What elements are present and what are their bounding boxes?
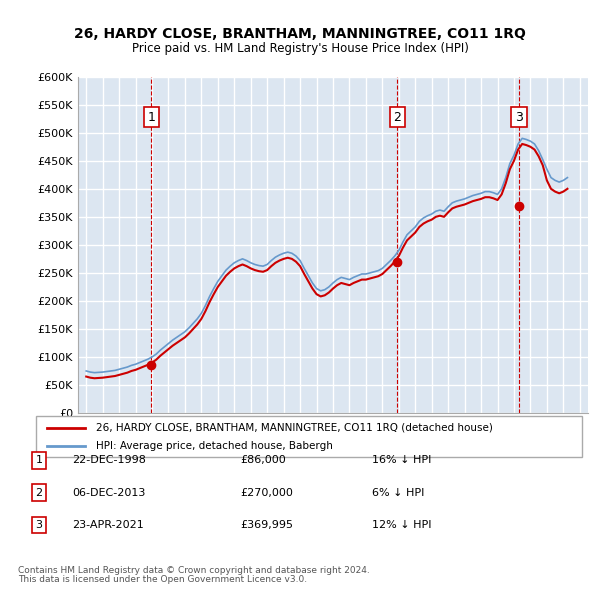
- Text: HPI: Average price, detached house, Babergh: HPI: Average price, detached house, Babe…: [96, 441, 333, 451]
- Text: 2: 2: [394, 110, 401, 123]
- Text: 26, HARDY CLOSE, BRANTHAM, MANNINGTREE, CO11 1RQ: 26, HARDY CLOSE, BRANTHAM, MANNINGTREE, …: [74, 27, 526, 41]
- Text: £270,000: £270,000: [240, 488, 293, 497]
- FancyBboxPatch shape: [36, 416, 582, 457]
- Text: 12% ↓ HPI: 12% ↓ HPI: [372, 520, 431, 530]
- Text: 2: 2: [35, 488, 43, 497]
- Text: 1: 1: [35, 455, 43, 465]
- Text: Contains HM Land Registry data © Crown copyright and database right 2024.: Contains HM Land Registry data © Crown c…: [18, 566, 370, 575]
- Text: 6% ↓ HPI: 6% ↓ HPI: [372, 488, 424, 497]
- Text: £86,000: £86,000: [240, 455, 286, 465]
- Text: £369,995: £369,995: [240, 520, 293, 530]
- Text: 26, HARDY CLOSE, BRANTHAM, MANNINGTREE, CO11 1RQ (detached house): 26, HARDY CLOSE, BRANTHAM, MANNINGTREE, …: [96, 422, 493, 432]
- Text: 06-DEC-2013: 06-DEC-2013: [72, 488, 145, 497]
- Text: 22-DEC-1998: 22-DEC-1998: [72, 455, 146, 465]
- Text: Price paid vs. HM Land Registry's House Price Index (HPI): Price paid vs. HM Land Registry's House …: [131, 42, 469, 55]
- Text: 1: 1: [148, 110, 155, 123]
- Text: 3: 3: [515, 110, 523, 123]
- Text: 3: 3: [35, 520, 43, 530]
- Text: 23-APR-2021: 23-APR-2021: [72, 520, 144, 530]
- Text: This data is licensed under the Open Government Licence v3.0.: This data is licensed under the Open Gov…: [18, 575, 307, 584]
- Text: 16% ↓ HPI: 16% ↓ HPI: [372, 455, 431, 465]
